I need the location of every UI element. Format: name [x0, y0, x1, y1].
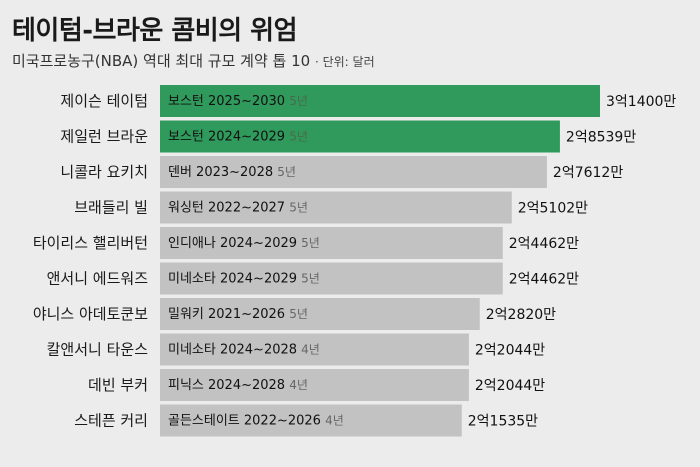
bar-inner-label: 보스턴 2024~2029 5년 [168, 130, 308, 145]
contract-label: 덴버 2023~2028 [168, 165, 277, 180]
category-label: 제일런 브라운 [60, 128, 148, 146]
duration-label: 5년 [289, 94, 308, 108]
duration-label: 5년 [289, 201, 308, 215]
chart-subtitle: 미국프로농구(NBA) 역대 최대 규모 계약 톱 10 · 단위: 달러 [12, 50, 375, 71]
contract-label: 골든스테이트 2022~2026 [168, 414, 325, 429]
bar-inner-label: 워싱턴 2022~2027 5년 [168, 201, 308, 216]
category-label: 니콜라 요키치 [60, 163, 148, 181]
contract-label: 워싱턴 2022~2027 [168, 201, 289, 216]
contract-label: 밀워키 2021~2026 [168, 307, 289, 322]
value-label: 2억8539만 [566, 130, 636, 146]
value-label: 2억4462만 [509, 236, 579, 252]
bar [160, 85, 600, 117]
bar [160, 404, 462, 437]
duration-label: 5년 [277, 165, 296, 179]
category-label: 스테픈 커리 [74, 412, 148, 430]
value-label: 2억5102만 [518, 201, 588, 217]
duration-label: 4년 [301, 343, 320, 357]
bar-inner-label: 골든스테이트 2022~2026 4년 [168, 414, 344, 429]
bar-inner-label: 인디애나 2024~2029 5년 [168, 236, 320, 251]
duration-label: 4년 [289, 378, 308, 392]
bar-inner-label: 밀워키 2021~2026 5년 [168, 307, 308, 322]
bar [160, 191, 512, 224]
value-label: 2억7612만 [553, 165, 623, 181]
bar [160, 156, 547, 188]
bar-inner-label: 미네소타 2024~2029 5년 [168, 272, 320, 287]
bar-inner-label: 피닉스 2024~2028 4년 [168, 378, 308, 393]
bar [160, 298, 480, 330]
contract-label: 보스턴 2024~2029 [168, 130, 289, 145]
category-label: 타이리스 핼리버턴 [33, 234, 148, 252]
duration-label: 5년 [289, 130, 308, 144]
bar-inner-label: 미네소타 2024~2028 4년 [168, 343, 320, 358]
duration-label: 5년 [289, 307, 308, 321]
contract-label: 미네소타 2024~2028 [168, 343, 301, 358]
category-label: 앤서니 에드워즈 [47, 270, 149, 288]
category-label: 브래들리 빌 [74, 199, 148, 217]
bar [160, 333, 469, 366]
subtitle-text: 미국프로농구(NBA) 역대 최대 규모 계약 톱 10 [12, 52, 311, 70]
bar [160, 369, 469, 401]
value-label: 2억2820만 [486, 307, 556, 323]
bar [160, 120, 560, 153]
duration-label: 5년 [301, 236, 320, 250]
bar-inner-label: 보스턴 2025~2030 5년 [168, 94, 308, 109]
bar [160, 262, 503, 295]
value-label: 2억2044만 [475, 378, 545, 394]
contract-label: 미네소타 2024~2029 [168, 272, 301, 287]
contract-label: 피닉스 2024~2028 [168, 378, 289, 393]
duration-label: 5년 [301, 272, 320, 286]
category-label: 야니스 아데토쿤보 [33, 305, 148, 323]
duration-label: 4년 [325, 414, 344, 428]
bar-inner-label: 덴버 2023~2028 5년 [168, 165, 296, 180]
category-label: 칼앤서니 타운스 [47, 341, 149, 359]
value-label: 2억2044만 [475, 343, 545, 359]
chart-title: 테이텀-브라운 콤비의 위엄 [12, 16, 298, 46]
category-label: 제이슨 테이텀 [60, 92, 148, 110]
unit-label: · 단위: 달러 [314, 55, 375, 69]
category-label: 데빈 부커 [88, 376, 148, 394]
contract-label: 인디애나 2024~2029 [168, 236, 301, 251]
value-label: 2억1535만 [468, 414, 538, 430]
contract-label: 보스턴 2025~2030 [168, 94, 289, 109]
bar [160, 227, 503, 259]
value-label: 2억4462만 [509, 272, 579, 288]
value-label: 3억1400만 [606, 94, 676, 110]
